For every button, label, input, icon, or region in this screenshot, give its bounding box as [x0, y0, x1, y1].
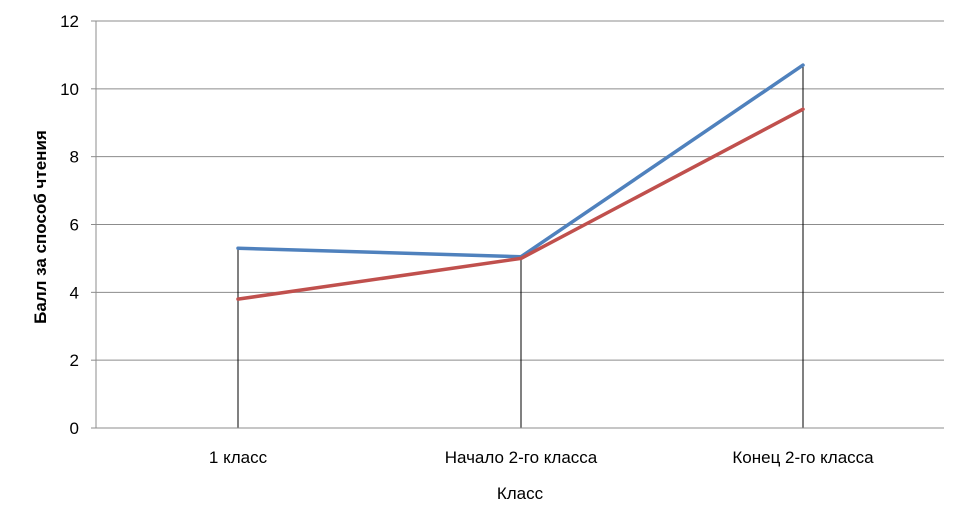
y-tick-label: 6 — [70, 216, 79, 235]
x-tick-labels: 1 класс Начало 2-го класса Конец 2-го клас… — [209, 448, 874, 467]
y-tick-label: 8 — [70, 148, 79, 167]
axes — [95, 21, 944, 429]
series-line-1 — [236, 63, 805, 259]
series-lines — [236, 63, 805, 301]
series-line-2 — [236, 107, 805, 301]
y-axis-title: Балл за способ чтения — [31, 130, 50, 324]
x-tick-label: 1 класс — [209, 448, 268, 467]
y-tick-label: 10 — [60, 80, 79, 99]
y-tick-label: 12 — [60, 12, 79, 31]
y-tick-labels: 0 2 4 6 8 10 12 — [60, 12, 79, 438]
y-tick-label: 0 — [70, 419, 79, 438]
y-tick-label: 2 — [70, 351, 79, 370]
x-axis-title: Класс — [497, 484, 544, 503]
x-tick-label: Конец 2-го класса — [732, 448, 874, 467]
y-tick-label: 4 — [70, 283, 79, 302]
x-tick-label: Начало 2-го класса — [445, 448, 598, 467]
gridlines — [91, 20, 944, 429]
drop-lines — [237, 65, 804, 428]
